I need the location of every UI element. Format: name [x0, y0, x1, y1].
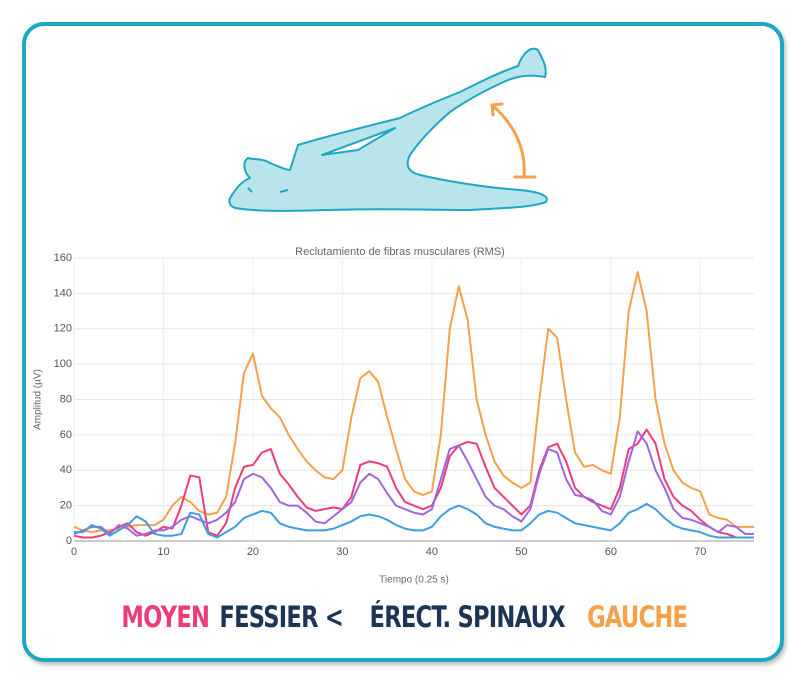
x-axis-label: Tiempo (0.25 s)	[379, 575, 449, 586]
x-tick-label: 70	[694, 546, 706, 558]
x-tick-label: 40	[426, 546, 438, 558]
chart-title: Reclutamiento de fibras musculares (RMS)	[295, 246, 505, 258]
x-tick-label: 50	[515, 546, 527, 558]
line-series	[74, 502, 754, 539]
caption-part: FESSIER <	[219, 600, 344, 634]
x-tick-label: 60	[605, 546, 617, 558]
x-tick-label: 0	[71, 546, 77, 558]
caption-part: GAUCHE	[587, 600, 688, 634]
y-tick-label: 20	[60, 500, 72, 512]
y-tick-label: 60	[60, 429, 72, 441]
line-series	[73, 271, 754, 534]
card	[22, 22, 784, 662]
x-tick-label: 20	[247, 546, 259, 558]
y-axis-label: Amplitud (µV)	[33, 369, 44, 430]
y-tick-label: 100	[54, 358, 72, 370]
y-tick-label: 0	[66, 535, 72, 547]
caption-part: MOYEN	[120, 600, 210, 634]
caption-part: ÉRECT. SPINAUX	[369, 600, 565, 634]
y-tick-label: 120	[54, 323, 72, 335]
line-series	[73, 428, 754, 539]
x-tick-label: 10	[157, 546, 169, 558]
x-tick-label: 30	[336, 546, 348, 558]
y-tick-label: 80	[60, 393, 72, 405]
y-tick-label: 40	[60, 464, 72, 476]
y-tick-label: 160	[54, 252, 72, 264]
y-tick-label: 140	[54, 287, 72, 299]
arrow	[490, 102, 537, 179]
caption: MOYEN FESSIER < ÉRECT. SPINAUX GAUCHE	[0, 600, 810, 634]
illustration	[228, 47, 548, 212]
